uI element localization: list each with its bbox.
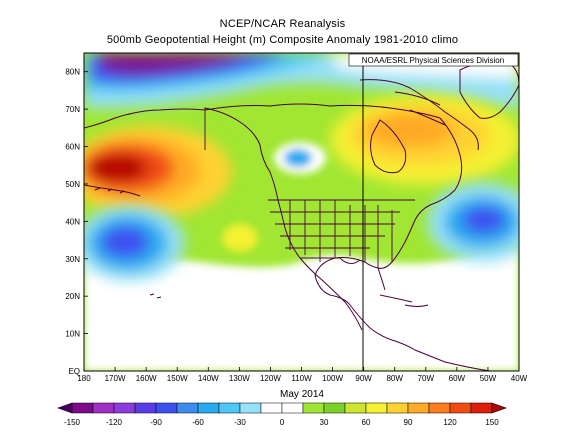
longitude-label: 100W <box>322 374 343 383</box>
latitude-label: 40N <box>65 217 80 226</box>
colorbar-tick-label: -120 <box>106 418 123 427</box>
colorbar-swatch <box>176 402 199 414</box>
colorbar-swatch <box>449 402 472 414</box>
anomaly-field <box>84 53 519 371</box>
colorbar-tick-label: 150 <box>485 418 499 427</box>
colorbar-swatch <box>281 402 304 414</box>
political-borders <box>204 110 415 268</box>
longitude-label: 90W <box>355 374 372 383</box>
colorbar-tick-labels: -150 -120 -90 -60 -30 0 30 60 90 120 150 <box>64 418 499 427</box>
longitude-label: 70W <box>418 374 435 383</box>
colorbar-swatch <box>302 402 325 414</box>
latitude-label: 70N <box>65 105 80 114</box>
colorbar-swatch <box>407 402 430 414</box>
latitude-label: EQ <box>68 367 80 376</box>
date-label: May 2014 <box>280 389 324 400</box>
longitude-label: 60W <box>449 374 466 383</box>
longitude-label: 150W <box>167 374 188 383</box>
colorbar-swatch <box>134 402 157 414</box>
colorbar-swatch <box>323 402 346 414</box>
map-subtitle: 500mb Geopotential Height (m) Composite … <box>106 34 459 46</box>
colorbar-swatch <box>197 402 220 414</box>
latitude-label: 30N <box>65 255 80 264</box>
colorbar-tick-label: -30 <box>234 418 246 427</box>
colorbar-high-arrow <box>491 402 507 414</box>
colorbar-swatch <box>428 402 451 414</box>
longitude-label: 120W <box>260 374 281 383</box>
credit-box <box>348 53 519 67</box>
colorbar-swatch <box>470 402 493 414</box>
longitude-label: 130W <box>229 374 250 383</box>
colorbar-tick-label: 0 <box>280 418 285 427</box>
latitude-label: 60N <box>65 143 80 152</box>
longitude-labels: 180 170W 160W 150W 140W 130W 120W 110W 100W 90W 80… <box>77 367 528 383</box>
longitude-label: 170W <box>105 374 126 383</box>
colorbar-swatch <box>113 402 136 414</box>
colorbar-swatch <box>218 402 241 414</box>
colorbar-tick-label: 60 <box>362 418 371 427</box>
colorbar-tick-label: 120 <box>443 418 457 427</box>
longitude-label: 160W <box>136 374 157 383</box>
longitude-label: 110W <box>291 374 312 383</box>
colorbar-tick-label: -90 <box>150 418 162 427</box>
latitude-label: 10N <box>65 330 80 339</box>
longitude-label: 40W <box>511 374 528 383</box>
colorbar-tick-label: 90 <box>404 418 413 427</box>
map-title: NCEP/NCAR Reanalysis <box>219 18 346 30</box>
colorbar-tick-label: 30 <box>320 418 329 427</box>
longitude-label: 180 <box>77 374 91 383</box>
colorbar-swatch <box>239 402 262 414</box>
colorbar-swatch <box>92 402 115 414</box>
longitude-label: 80W <box>386 374 403 383</box>
colorbar-low-arrow <box>57 402 73 414</box>
colorbar-swatch <box>155 402 178 414</box>
longitude-label: 140W <box>198 374 219 383</box>
coastlines <box>84 61 519 371</box>
colorbar-tick-label: -60 <box>192 418 204 427</box>
colorbar-swatch <box>344 402 367 414</box>
colorbar-swatch <box>71 402 94 414</box>
longitude-label: 50W <box>480 374 497 383</box>
latitude-label: 80N <box>65 68 80 77</box>
colorbar <box>57 402 507 414</box>
colorbar-swatch <box>386 402 409 414</box>
colorbar-tick-label: -150 <box>64 418 81 427</box>
latitude-label: 50N <box>65 180 80 189</box>
latitude-label: 20N <box>65 292 80 301</box>
colorbar-swatch <box>365 402 388 414</box>
credit-text: NOAA/ESRL Physical Sciences Division <box>362 56 504 65</box>
latitude-labels: 80N 70N 60N 50N 40N 30N 20N 10N EQ <box>65 68 88 376</box>
colorbar-swatch <box>260 402 283 414</box>
